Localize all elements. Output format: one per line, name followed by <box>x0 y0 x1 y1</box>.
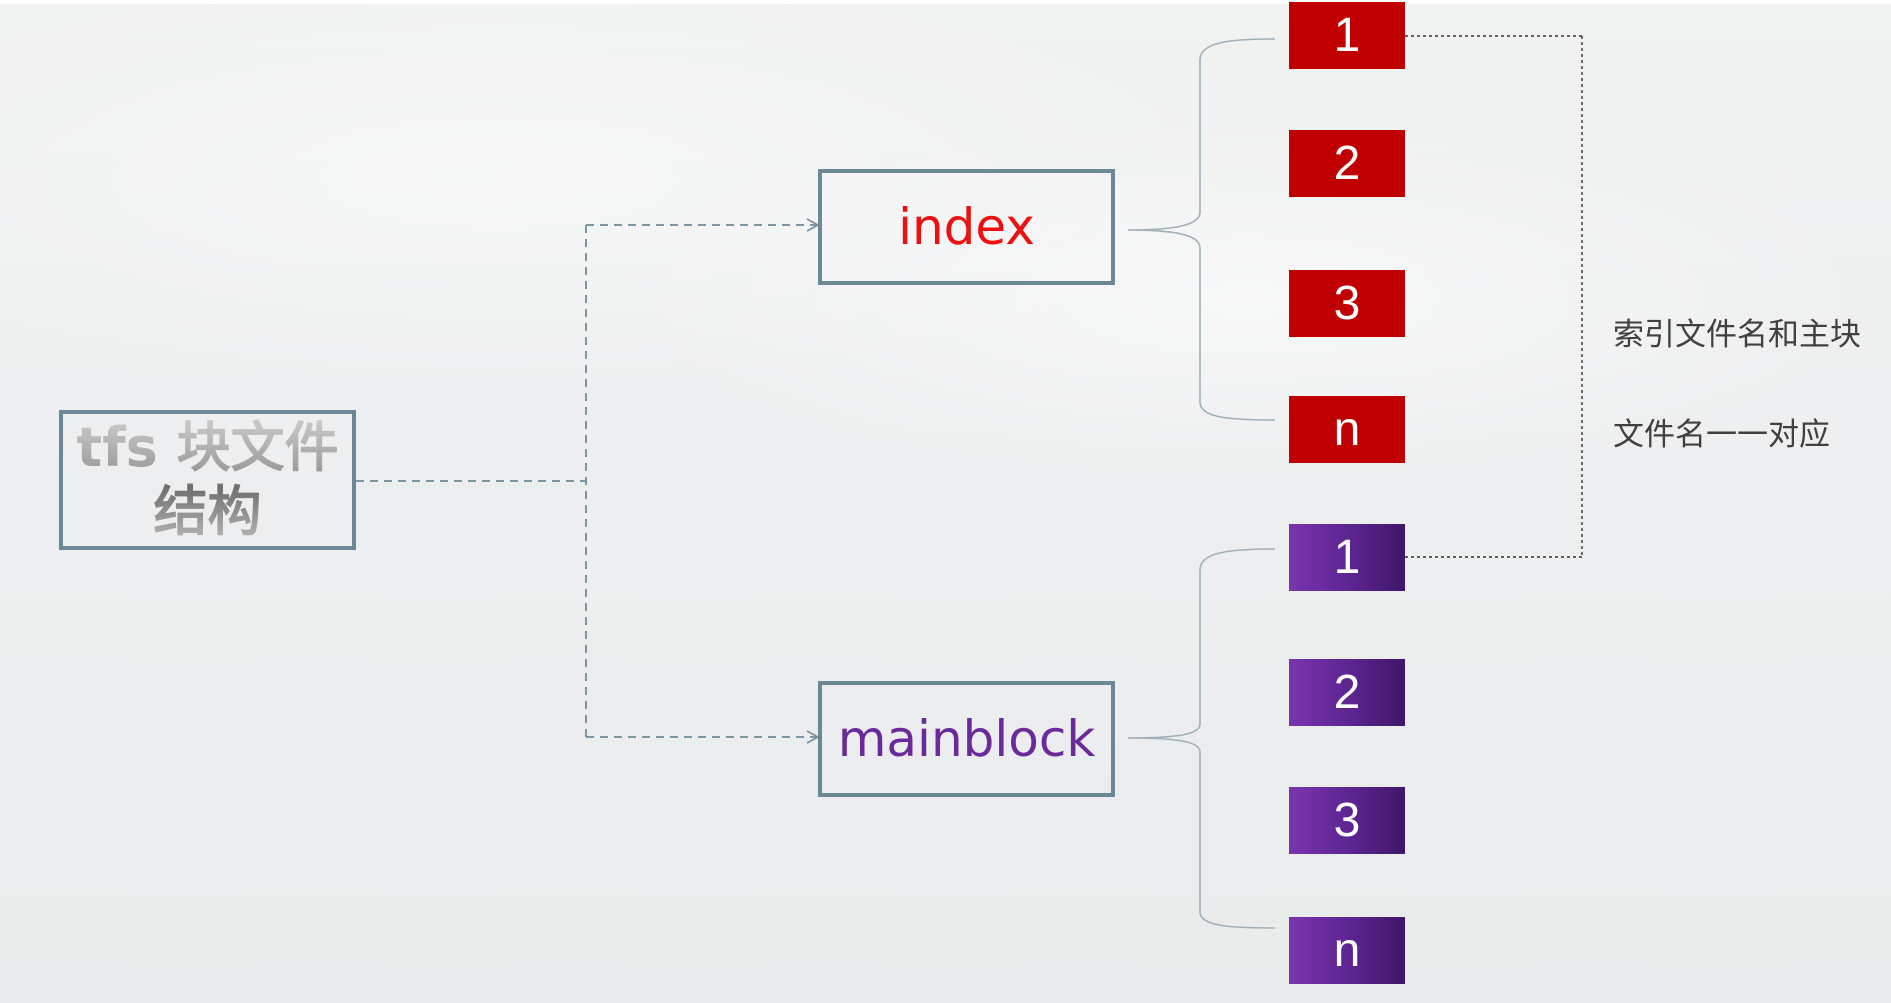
mainblock-item-1: 1 <box>1289 524 1405 591</box>
root-node-tfs-block-file-structure: tfs 块文件 结构 <box>59 410 356 550</box>
index-item-n: n <box>1289 396 1405 463</box>
correspondence-note: 索引文件名和主块 文件名一一对应 <box>1613 260 1883 510</box>
root-connector <box>356 218 820 744</box>
index-node: index <box>818 169 1115 285</box>
mainblock-item-2: 2 <box>1289 659 1405 726</box>
mainblock-item-3: 3 <box>1289 787 1405 854</box>
root-label-line1: tfs 块文件 <box>76 416 339 479</box>
root-label-line2: 结构 <box>153 480 262 543</box>
correspondence-connector <box>1393 29 1583 564</box>
note-line2: 文件名一一对应 <box>1613 417 1830 453</box>
index-brace <box>1127 38 1276 421</box>
index-label: index <box>898 198 1035 256</box>
index-item-2: 2 <box>1289 130 1405 197</box>
top-border-line <box>0 0 1891 4</box>
note-line1: 索引文件名和主块 <box>1613 317 1861 353</box>
mainblock-label: mainblock <box>837 710 1096 768</box>
mainblock-node: mainblock <box>818 681 1115 797</box>
mainblock-brace <box>1127 548 1276 929</box>
index-item-3: 3 <box>1289 270 1405 337</box>
index-item-1: 1 <box>1289 2 1405 69</box>
mainblock-item-n: n <box>1289 917 1405 984</box>
